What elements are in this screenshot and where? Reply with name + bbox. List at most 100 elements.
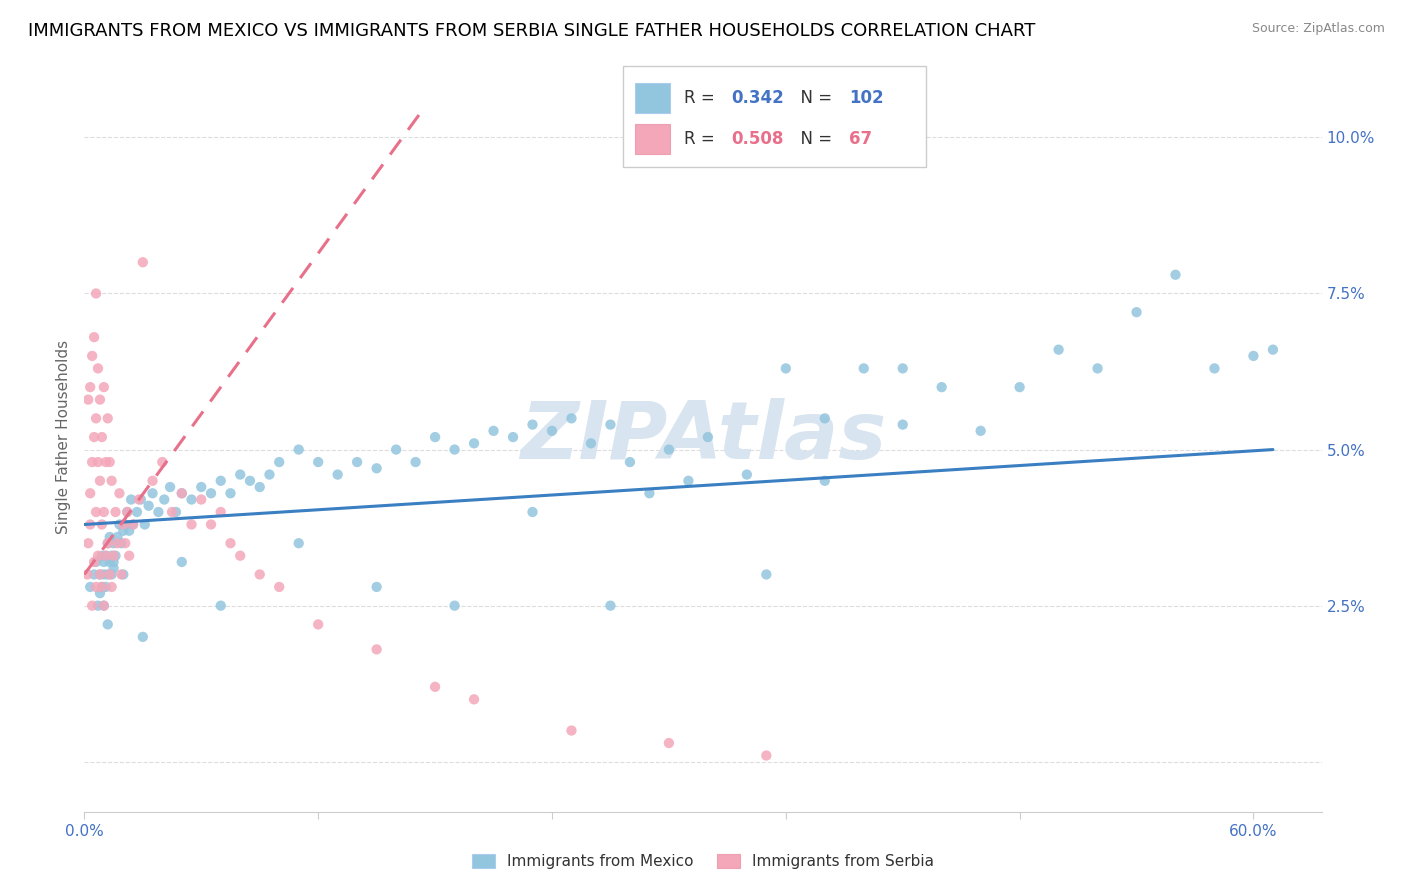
Point — [346, 455, 368, 469]
Point — [90, 549, 112, 563]
Point — [97, 411, 120, 425]
Point — [170, 486, 193, 500]
Point — [89, 567, 111, 582]
Point — [522, 417, 544, 432]
Point — [79, 380, 101, 394]
Point — [1241, 349, 1264, 363]
Point — [142, 486, 165, 500]
Point — [87, 361, 110, 376]
Point — [443, 599, 465, 613]
Point — [128, 492, 150, 507]
Point — [87, 549, 110, 563]
Point — [100, 474, 122, 488]
Point — [969, 424, 991, 438]
Point — [638, 486, 661, 500]
Point — [93, 599, 115, 613]
Point — [1008, 380, 1031, 394]
Point — [90, 580, 112, 594]
Point — [423, 430, 446, 444]
Point — [82, 455, 104, 469]
Point — [852, 361, 875, 376]
Point — [696, 430, 718, 444]
Text: R =: R = — [685, 89, 720, 107]
Point — [180, 517, 202, 532]
Point — [560, 411, 582, 425]
Point — [658, 442, 681, 457]
Point — [891, 417, 914, 432]
Point — [114, 536, 136, 550]
Text: N =: N = — [790, 130, 837, 148]
Point — [97, 617, 120, 632]
Text: 67: 67 — [849, 130, 872, 148]
Point — [104, 505, 127, 519]
Point — [560, 723, 582, 738]
Point — [82, 349, 104, 363]
Point — [165, 505, 187, 519]
Point — [1261, 343, 1284, 357]
Point — [112, 517, 135, 532]
Point — [93, 505, 115, 519]
Point — [1204, 361, 1226, 376]
Point — [159, 480, 181, 494]
Point — [239, 474, 262, 488]
Point — [120, 492, 142, 507]
Point — [84, 411, 107, 425]
Point — [89, 474, 111, 488]
Point — [153, 492, 176, 507]
Point — [541, 424, 564, 438]
Text: 0.342: 0.342 — [731, 89, 785, 107]
Point — [259, 467, 281, 482]
Point — [190, 492, 212, 507]
Point — [115, 505, 138, 519]
Point — [775, 361, 797, 376]
Point — [94, 549, 117, 563]
Point — [209, 505, 232, 519]
Point — [98, 530, 121, 544]
Point — [170, 555, 193, 569]
Point — [142, 474, 165, 488]
Point — [87, 455, 110, 469]
Legend: Immigrants from Mexico, Immigrants from Serbia: Immigrants from Mexico, Immigrants from … — [465, 848, 941, 875]
Point — [482, 424, 505, 438]
Point — [326, 467, 349, 482]
Point — [366, 580, 388, 594]
Point — [112, 524, 135, 538]
Point — [200, 486, 222, 500]
Point — [97, 536, 120, 550]
Point — [112, 567, 135, 582]
FancyBboxPatch shape — [636, 124, 669, 153]
Point — [249, 480, 271, 494]
Point — [83, 430, 105, 444]
Point — [100, 549, 122, 563]
Point — [307, 617, 329, 632]
Point — [814, 474, 837, 488]
Point — [755, 567, 778, 582]
Point — [132, 255, 155, 269]
Point — [93, 567, 115, 582]
Point — [103, 536, 125, 550]
Point — [82, 599, 104, 613]
Point — [287, 442, 309, 457]
Point — [129, 492, 152, 507]
Point — [200, 517, 222, 532]
Point — [219, 486, 242, 500]
Point — [1125, 305, 1147, 319]
Point — [77, 536, 100, 550]
Point — [658, 736, 681, 750]
Point — [814, 411, 837, 425]
Point — [125, 505, 148, 519]
Point — [287, 536, 309, 550]
Point — [108, 517, 131, 532]
Point — [619, 455, 641, 469]
FancyBboxPatch shape — [623, 66, 925, 168]
Text: ZIPAtlas: ZIPAtlas — [520, 398, 886, 476]
Point — [148, 505, 170, 519]
Point — [150, 455, 173, 469]
Point — [98, 555, 121, 569]
Point — [122, 517, 145, 532]
Point — [77, 392, 100, 407]
Point — [94, 580, 117, 594]
Point — [104, 549, 127, 563]
Point — [463, 692, 485, 706]
Point — [83, 555, 105, 569]
